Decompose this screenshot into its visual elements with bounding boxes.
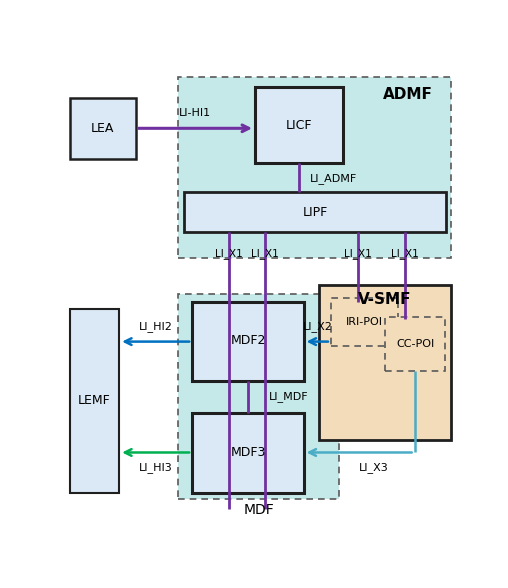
Bar — [178, 294, 339, 499]
Text: LI_X1: LI_X1 — [344, 248, 372, 259]
Text: LI_HI2: LI_HI2 — [139, 322, 173, 332]
Bar — [183, 192, 447, 232]
Bar — [70, 98, 136, 159]
Bar — [319, 285, 451, 440]
Text: LEA: LEA — [90, 122, 114, 135]
Text: LIPF: LIPF — [303, 206, 328, 219]
Bar — [255, 88, 342, 163]
Text: LI_X1: LI_X1 — [251, 248, 279, 259]
Bar — [385, 317, 445, 371]
Text: LI_X2: LI_X2 — [303, 322, 333, 332]
Text: LI_X1: LI_X1 — [391, 248, 419, 259]
Text: MDF2: MDF2 — [230, 335, 266, 348]
Bar — [331, 298, 398, 346]
Text: LEMF: LEMF — [78, 395, 111, 407]
Text: MDF: MDF — [243, 503, 274, 517]
Text: LI_HI3: LI_HI3 — [139, 462, 173, 473]
Bar — [192, 302, 304, 381]
Text: LI-HI1: LI-HI1 — [179, 108, 211, 118]
Bar — [192, 413, 304, 493]
Text: LI_X1: LI_X1 — [215, 248, 242, 259]
Text: MDF3: MDF3 — [230, 446, 266, 459]
Text: LICF: LICF — [286, 119, 312, 132]
Text: ADMF: ADMF — [383, 88, 432, 102]
Text: LI_MDF: LI_MDF — [269, 392, 308, 403]
Bar — [178, 76, 451, 258]
Text: LI_X3: LI_X3 — [359, 462, 389, 473]
Text: V-SMF: V-SMF — [358, 292, 412, 308]
Text: CC-POI: CC-POI — [396, 339, 434, 349]
Text: IRI-POI: IRI-POI — [346, 316, 383, 326]
Text: LI_ADMF: LI_ADMF — [310, 173, 357, 184]
Bar — [70, 309, 119, 493]
